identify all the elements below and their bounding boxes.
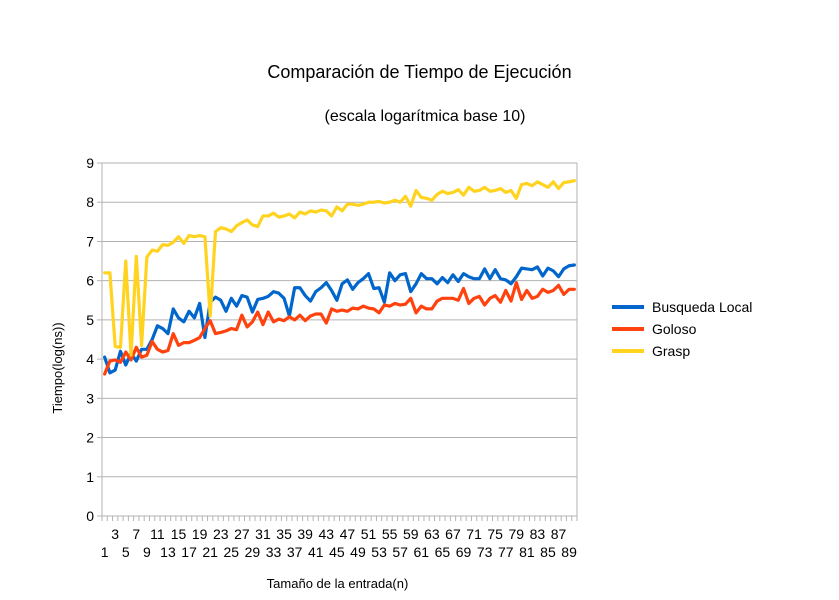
x-tick-label: 45 [329,544,345,560]
x-tick-label: 1 [101,544,109,560]
x-tick-label: 47 [340,526,356,542]
x-tick-label: 79 [509,526,525,542]
y-tick-label: 6 [86,273,94,289]
x-tick-label: 7 [132,526,140,542]
x-tick-label: 51 [361,526,377,542]
y-tick-label: 1 [86,469,94,485]
legend: Busqueda Local Goloso Grasp [612,296,752,362]
x-tick-label: 23 [213,526,229,542]
legend-swatch [612,305,644,309]
x-tick-label: 81 [519,544,535,560]
y-tick-label: 8 [86,194,94,210]
y-tick-label: 7 [86,233,94,249]
x-axis-label: Tamaño de la entrada(n) [266,576,409,591]
x-tick-label: 43 [319,526,335,542]
x-tick-label: 61 [414,544,430,560]
y-tick-label: 3 [86,390,94,406]
legend-swatch [612,327,644,331]
x-tick-label: 77 [498,544,514,560]
x-tick-label: 65 [435,544,451,560]
x-tick-label: 59 [403,526,419,542]
x-tick-label: 49 [350,544,366,560]
x-tick-label: 3 [111,526,119,542]
y-tick-label: 9 [86,155,94,171]
legend-label: Busqueda Local [652,299,753,315]
x-tick-label: 87 [551,526,567,542]
x-tick-label: 83 [530,526,546,542]
x-tick-label: 19 [192,526,208,542]
y-tick-label: 0 [86,508,94,524]
x-tick-label: 27 [234,526,250,542]
x-tick-label: 85 [540,544,556,560]
chart-title: Comparación de Tiempo de Ejecución [267,62,572,82]
legend-label: Goloso [652,321,697,337]
y-axis-label: Tiempo(log(ns)) [50,322,65,414]
chart-subtitle: (escala logarítmica base 10) [324,108,526,125]
x-tick-label: 17 [181,544,197,560]
legend-item-grasp: Grasp [612,340,752,362]
x-tick-label: 55 [382,526,398,542]
legend-item-busqueda-local: Busqueda Local [612,296,752,318]
legend-label: Grasp [652,343,691,359]
series-line-goloso [103,281,576,376]
x-tick-label: 13 [160,544,176,560]
x-axis-ticks: 3 7 11 15 19 23 27 31 35 39 43 47 51 55 59 63 67 71 75 79 83… [101,516,578,560]
x-tick-label: 41 [308,544,324,560]
x-tick-label: 67 [445,526,461,542]
y-tick-label: 4 [86,351,94,367]
x-tick-label: 63 [424,526,440,542]
x-tick-label: 21 [202,544,218,560]
x-tick-label: 69 [456,544,472,560]
x-tick-label: 31 [255,526,271,542]
series-line-grasp [103,179,576,357]
x-tick-label: 39 [297,526,313,542]
x-tick-label: 35 [276,526,292,542]
x-tick-label: 37 [287,544,303,560]
x-tick-label: 73 [477,544,493,560]
x-tick-label: 75 [487,526,503,542]
x-tick-label: 25 [224,544,240,560]
x-tick-label: 71 [466,526,482,542]
series-line-busqueda-local [103,263,576,375]
x-tick-label: 29 [245,544,261,560]
y-axis-ticks: 0 1 2 3 4 5 6 7 8 9 [86,155,94,524]
series-lines [103,179,576,376]
x-tick-label: 15 [171,526,187,542]
y-tick-label: 2 [86,430,94,446]
x-tick-label: 33 [266,544,282,560]
gridlines [97,162,578,517]
legend-item-goloso: Goloso [612,318,752,340]
y-tick-label: 5 [86,312,94,328]
x-tick-label: 11 [150,526,165,542]
x-tick-label: 9 [143,544,151,560]
x-tick-label: 53 [371,544,387,560]
legend-swatch [612,349,644,353]
x-tick-label: 89 [561,544,577,560]
x-tick-label: 5 [122,544,130,560]
x-tick-label: 57 [392,544,408,560]
